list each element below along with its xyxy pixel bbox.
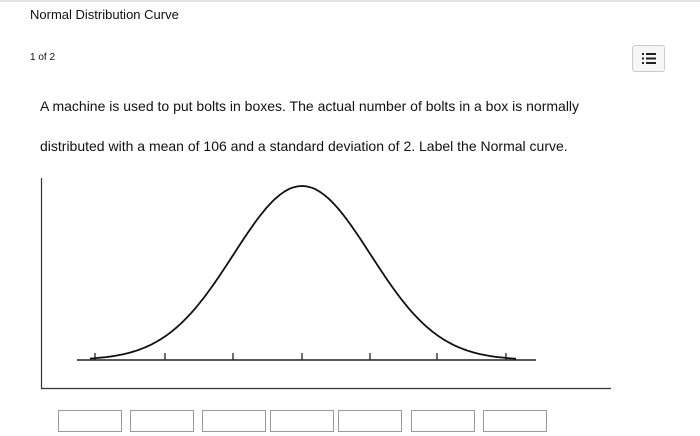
question-line: distributed with a mean of 106 and a sta… <box>40 138 568 154</box>
answer-box[interactable] <box>411 410 475 432</box>
answer-box[interactable] <box>483 410 547 432</box>
answer-box[interactable] <box>202 410 266 432</box>
answer-box[interactable] <box>130 410 194 432</box>
menu-button[interactable] <box>632 45 665 72</box>
answer-box[interactable] <box>338 410 402 432</box>
answer-boxes <box>58 410 547 432</box>
ticks <box>94 353 507 360</box>
menu-icon <box>642 53 656 64</box>
top-bar <box>0 0 700 2</box>
page-counter: 1 of 2 <box>30 52 56 63</box>
question-line: A machine is used to put bolts in boxes.… <box>40 98 580 114</box>
normal-curve <box>89 185 517 360</box>
answer-box[interactable] <box>270 410 334 432</box>
page-title: Normal Distribution Curve <box>30 7 179 22</box>
answer-box[interactable] <box>58 410 122 432</box>
